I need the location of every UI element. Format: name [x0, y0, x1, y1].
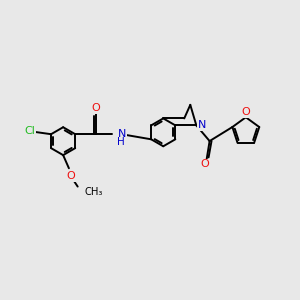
Text: O: O [92, 103, 100, 113]
Text: Cl: Cl [25, 126, 36, 136]
Text: O: O [201, 160, 210, 170]
Text: N: N [198, 120, 206, 130]
Text: H: H [117, 137, 125, 147]
Text: O: O [242, 107, 250, 117]
Text: O: O [66, 171, 75, 181]
Text: CH₃: CH₃ [85, 187, 103, 196]
Text: N: N [117, 129, 126, 139]
